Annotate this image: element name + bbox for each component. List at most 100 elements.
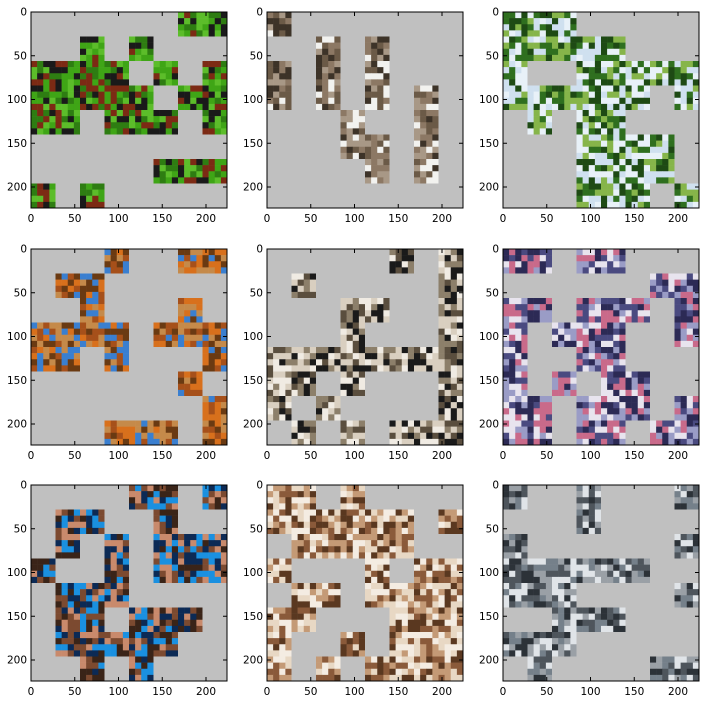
masked-patch	[650, 249, 675, 274]
x-tick-label: 0	[264, 686, 271, 698]
image-patch	[625, 159, 651, 184]
masked-patch	[365, 632, 390, 657]
panel-7: 0 50 100 150 200 0 50 100 150 200	[7, 480, 228, 698]
masked-patch	[267, 183, 292, 209]
y-tick-label: 200	[243, 419, 263, 431]
masked-patch	[178, 134, 203, 160]
image-patch	[178, 322, 203, 348]
y-tick-label: 100	[479, 567, 499, 579]
masked-patch	[129, 371, 154, 397]
image-patch	[601, 607, 626, 633]
image-patch	[267, 396, 292, 421]
image-patch	[389, 632, 415, 657]
x-tick-label: 150	[152, 213, 172, 225]
masked-patch	[650, 509, 675, 535]
image-patch	[414, 134, 439, 160]
x-tick-label: 100	[580, 686, 600, 698]
image-patch	[267, 485, 292, 510]
masked-patch	[438, 534, 464, 559]
masked-patch	[55, 558, 81, 584]
masked-patch	[340, 159, 366, 184]
image-patch	[104, 420, 130, 446]
masked-patch	[104, 36, 130, 62]
image-patch	[340, 347, 366, 372]
masked-patch	[552, 183, 577, 209]
masked-patch	[202, 134, 228, 160]
x-tick-label: 50	[304, 213, 317, 225]
masked-patch	[267, 420, 292, 446]
image-patch	[80, 273, 105, 299]
masked-patch	[625, 583, 651, 608]
image-patch	[601, 36, 626, 62]
image-patch	[55, 347, 81, 372]
image-patch	[438, 396, 464, 421]
masked-patch	[625, 249, 651, 274]
image-patch	[576, 249, 602, 274]
image-patch	[316, 656, 341, 682]
masked-patch	[527, 134, 553, 160]
masked-patch	[389, 36, 415, 62]
x-tick-label: 100	[344, 686, 364, 698]
image-patch	[527, 12, 553, 37]
image-patch	[414, 656, 439, 682]
masked-patch	[129, 509, 154, 535]
y-tick-label: 0	[20, 7, 27, 19]
x-tick-label: 0	[28, 213, 35, 225]
image-patch	[674, 273, 700, 299]
image-patch	[389, 656, 415, 682]
masked-patch	[104, 134, 130, 160]
masked-patch	[601, 656, 626, 682]
panel-9: 0 50 100 150 200 0 50 100 150 200	[479, 480, 700, 698]
image-patch	[576, 607, 602, 633]
masked-patch	[129, 298, 154, 323]
masked-patch	[527, 371, 553, 397]
masked-patch	[674, 371, 700, 397]
masked-patch	[389, 273, 415, 299]
masked-patch	[503, 273, 528, 299]
masked-patch	[503, 134, 528, 160]
image-patch	[80, 36, 105, 62]
masked-patch	[178, 61, 203, 86]
masked-patch	[340, 12, 366, 37]
masked-patch	[104, 509, 130, 535]
x-tick-label: 150	[388, 686, 408, 698]
image-patch	[503, 85, 528, 111]
masked-patch	[291, 110, 317, 135]
y-tick-label: 50	[250, 287, 263, 299]
masked-patch	[625, 347, 651, 372]
masked-patch	[552, 134, 577, 160]
image-patch	[438, 632, 464, 657]
masked-patch	[552, 61, 577, 86]
x-tick-label: 0	[264, 213, 271, 225]
image-patch	[153, 485, 179, 510]
masked-patch	[389, 183, 415, 209]
masked-patch	[291, 183, 317, 209]
y-tick-label: 150	[479, 375, 499, 387]
masked-patch	[527, 607, 553, 633]
image-patch	[527, 558, 553, 584]
masked-patch	[31, 583, 56, 608]
masked-patch	[674, 632, 700, 657]
image-patch	[414, 159, 439, 184]
image-patch	[316, 61, 341, 86]
masked-patch	[552, 298, 577, 323]
image-patch	[340, 509, 366, 535]
image-patch	[674, 298, 700, 323]
masked-patch	[55, 656, 81, 682]
masked-patch	[153, 583, 179, 608]
image-patch	[202, 558, 228, 584]
image-patch	[129, 656, 154, 682]
masked-patch	[438, 159, 464, 184]
masked-patch	[650, 12, 675, 37]
image-patch	[202, 534, 228, 559]
masked-patch	[625, 420, 651, 446]
image-patch	[104, 347, 130, 372]
image-patch	[316, 583, 341, 608]
image-patch	[31, 85, 56, 111]
masked-patch	[31, 534, 56, 559]
image-patch	[601, 110, 626, 135]
masked-patch	[340, 583, 366, 608]
image-patch	[340, 322, 366, 348]
image-patch	[80, 322, 105, 348]
image-patch	[267, 558, 292, 584]
